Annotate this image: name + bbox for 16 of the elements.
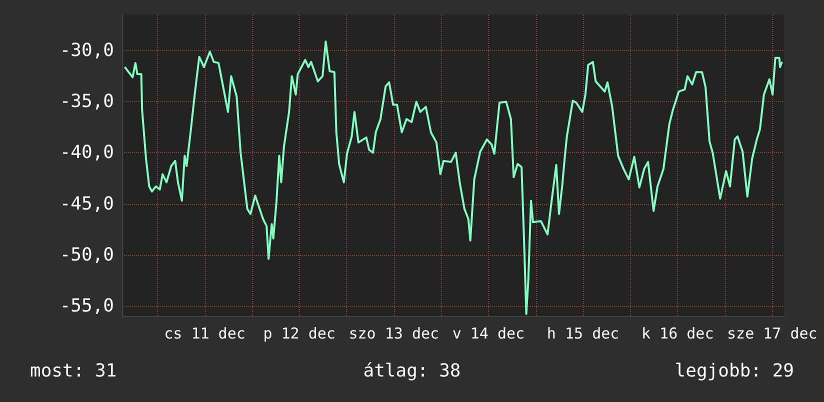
x-tick-label: k 16 dec	[641, 324, 714, 342]
x-tick-label: v 14 dec	[452, 324, 525, 342]
text: átlag: 38	[363, 360, 461, 382]
y-tick-label: -30,0	[60, 40, 114, 62]
x-tick-label: sze 17 dec	[727, 324, 818, 342]
x-tick-label: cs 11 dec	[164, 324, 246, 342]
text: most: 31	[30, 360, 117, 382]
y-tick-label: -40,0	[60, 142, 114, 164]
y-tick-label: -45,0	[60, 193, 114, 214]
y-tick-label: -55,0	[60, 295, 114, 316]
x-tick-label: h 15 dec	[546, 324, 620, 342]
text: legjobb: 29	[674, 360, 794, 382]
x-tick-label: szo 13 dec	[348, 324, 440, 342]
y-tick-label: -50,0	[60, 244, 114, 266]
x-tick-label: p 12 dec	[263, 324, 336, 342]
y-tick-label: -35,0	[60, 91, 114, 112]
